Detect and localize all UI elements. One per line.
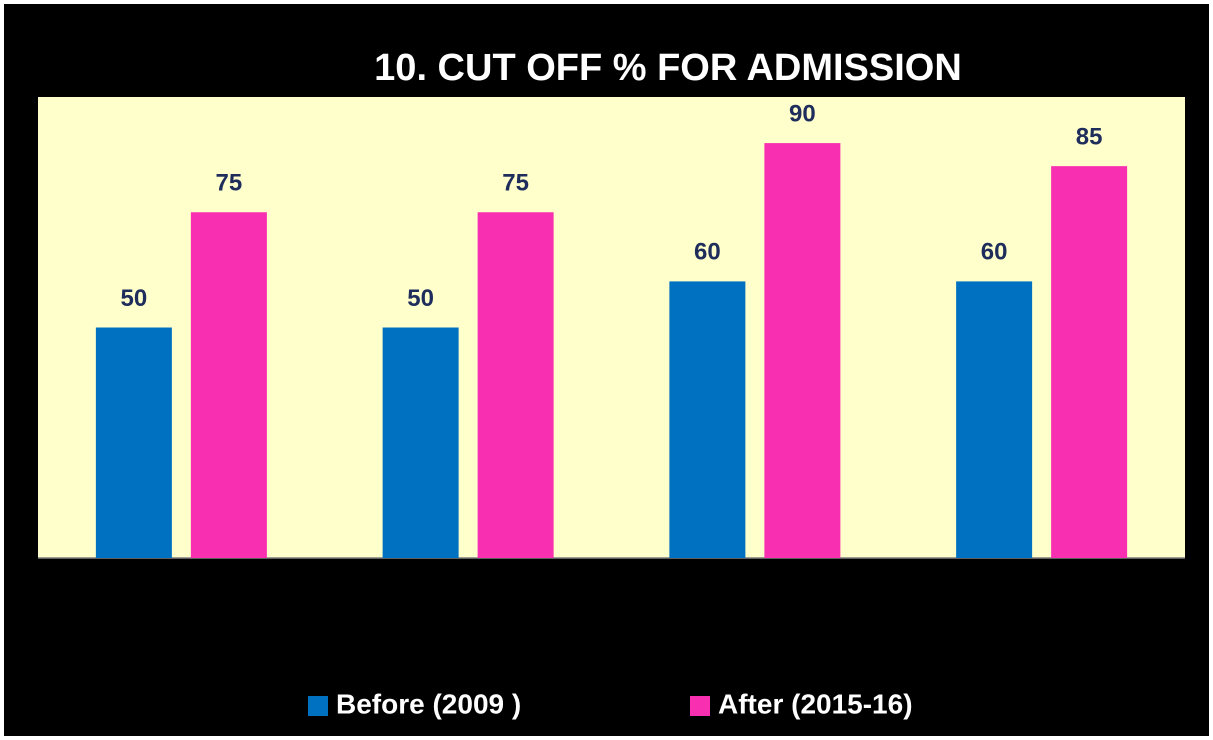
data-label: 75 [502,170,529,197]
chart-title: 10. CUT OFF % FOR ADMISSION [374,47,962,89]
bar [190,212,267,558]
legend-swatch [308,696,328,716]
data-label: 50 [121,285,148,312]
x-tick-label: ZOOLOGY [413,588,523,613]
data-label: 90 [789,100,816,127]
x-tick-label: CHEMISTRY [977,588,1106,613]
x-tick-label: BOTANY [136,588,228,613]
data-label: 60 [694,239,721,266]
legend-label: Before (2009 ) [336,688,521,719]
bar [764,143,841,558]
data-label: 85 [1076,123,1103,150]
data-label: 75 [216,170,243,197]
bar [477,212,554,558]
bar [669,281,746,558]
bar [382,327,459,558]
data-label: 60 [981,239,1008,266]
legend-label: After (2015-16) [718,688,913,719]
data-label: 50 [407,285,434,312]
bar [95,327,172,558]
x-tick-label: PHYSICS [707,588,804,613]
bar [1051,166,1128,558]
legend-swatch [690,696,710,716]
bar [956,281,1033,558]
